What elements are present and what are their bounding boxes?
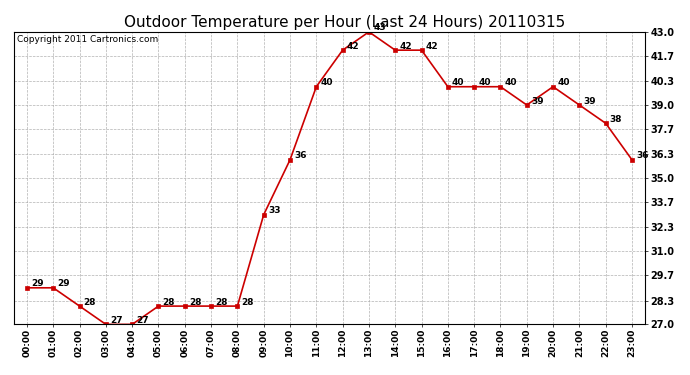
Text: 29: 29 (57, 279, 70, 288)
Text: 33: 33 (268, 206, 280, 215)
Text: 40: 40 (452, 78, 464, 87)
Text: Copyright 2011 Cartronics.com: Copyright 2011 Cartronics.com (17, 35, 158, 44)
Text: 27: 27 (137, 316, 149, 325)
Text: 40: 40 (320, 78, 333, 87)
Text: 42: 42 (400, 42, 412, 51)
Text: 29: 29 (31, 279, 43, 288)
Text: Outdoor Temperature per Hour (Last 24 Hours) 20110315: Outdoor Temperature per Hour (Last 24 Ho… (124, 15, 566, 30)
Text: 38: 38 (610, 115, 622, 124)
Text: 40: 40 (558, 78, 570, 87)
Text: 36: 36 (636, 152, 649, 160)
Text: 28: 28 (215, 298, 228, 307)
Text: 36: 36 (294, 152, 306, 160)
Text: 40: 40 (478, 78, 491, 87)
Text: 42: 42 (426, 42, 438, 51)
Text: 42: 42 (347, 42, 359, 51)
Text: 27: 27 (110, 316, 123, 325)
Text: 43: 43 (373, 24, 386, 33)
Text: 28: 28 (189, 298, 201, 307)
Text: 39: 39 (584, 97, 596, 106)
Text: 28: 28 (83, 298, 96, 307)
Text: 28: 28 (241, 298, 254, 307)
Text: 28: 28 (163, 298, 175, 307)
Text: 39: 39 (531, 97, 544, 106)
Text: 40: 40 (504, 78, 517, 87)
